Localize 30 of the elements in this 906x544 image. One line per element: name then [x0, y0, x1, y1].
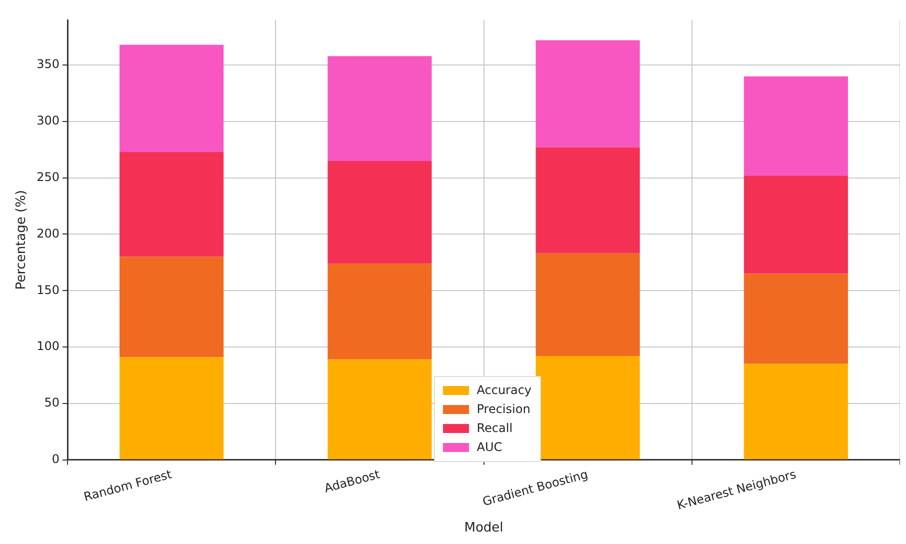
bar: [120, 152, 224, 257]
bar: [744, 76, 848, 176]
bar: [328, 264, 432, 360]
bar: [328, 160, 432, 264]
y-tick-label: 350: [36, 57, 60, 72]
legend-label: AUC: [476, 438, 502, 456]
legend-label: Recall: [476, 420, 513, 437]
legend-label: Precision: [476, 400, 530, 418]
y-tick-label: 250: [36, 170, 60, 184]
bar: [120, 357, 224, 460]
y-tick-label: 150: [36, 282, 60, 297]
y-tick-label: 200: [36, 226, 60, 240]
y-tick-label: 0: [52, 452, 60, 466]
legend-label: Accuracy: [476, 382, 532, 399]
bar: [120, 44, 224, 152]
x-tick-label: Random Forest: [82, 467, 174, 504]
bar: [328, 56, 432, 161]
y-tick-label: 100: [36, 339, 60, 354]
y-tick-label: 300: [36, 114, 60, 128]
x-axis-title: Model: [464, 520, 504, 536]
bar: [328, 359, 432, 460]
bar: [744, 274, 848, 364]
bar: [120, 256, 224, 358]
bar: [536, 147, 640, 254]
y-axis-title: Percentage (%): [14, 190, 30, 290]
y-tick-label: 50: [44, 396, 60, 410]
bar: [744, 364, 848, 460]
bar: [536, 40, 640, 148]
bar: [536, 253, 640, 356]
bar: [744, 176, 848, 274]
